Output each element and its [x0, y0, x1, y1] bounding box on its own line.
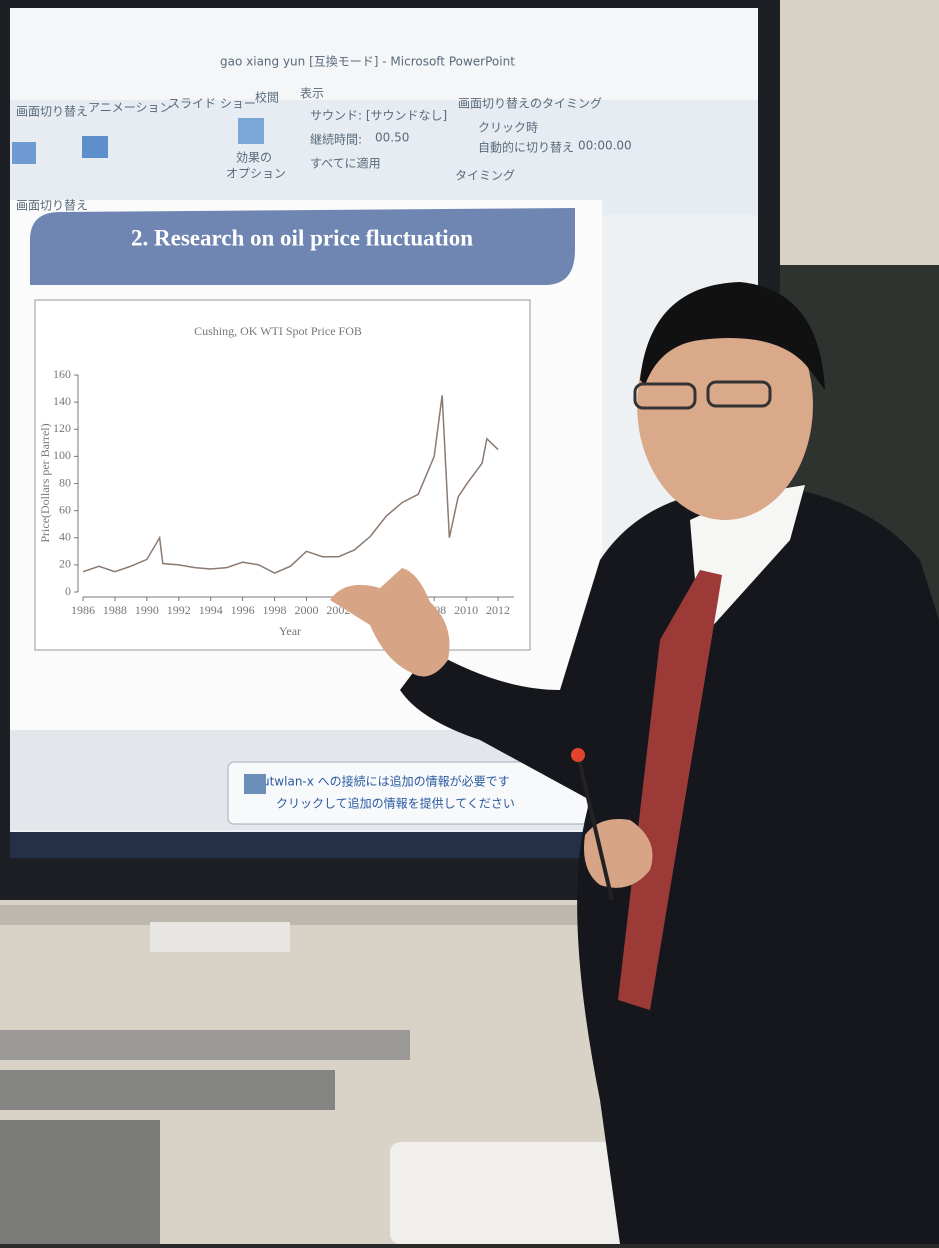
x-tick-label: 2000 — [294, 603, 318, 617]
chart-title: Cushing, OK WTI Spot Price FOB — [194, 324, 362, 338]
tie — [618, 570, 722, 1010]
tab: 画面切り替え — [16, 105, 88, 119]
x-tick-label: 2010 — [454, 603, 478, 617]
hair — [640, 282, 825, 390]
notification-text: クリックして追加の情報を提供してください — [276, 796, 515, 811]
y-tick-label: 40 — [59, 530, 71, 544]
ribbon-label: 自動的に切り替え — [478, 140, 574, 155]
x-axis-label: Year — [279, 624, 301, 638]
icon — [238, 118, 264, 144]
pointer — [576, 754, 614, 901]
y-tick-label: 0 — [65, 584, 71, 598]
ribbon — [10, 100, 758, 215]
title-bar — [10, 8, 758, 100]
pointer-tip — [571, 748, 585, 762]
price-line — [82, 395, 499, 574]
notification — [227, 761, 589, 825]
ribbon-group: タイミング — [455, 169, 515, 183]
ribbon-label: 継続時間: — [310, 132, 362, 147]
window-title: gao xiang yun [互換モード] - Microsoft PowerP… — [220, 55, 515, 69]
desk — [0, 1030, 410, 1060]
desk — [0, 1120, 160, 1244]
y-tick-label: 60 — [59, 502, 71, 516]
chart-frame — [34, 299, 531, 651]
y-tick-label: 160 — [53, 367, 71, 381]
icon — [12, 142, 36, 164]
tab: 校閲 — [255, 90, 279, 105]
y-tick-label: 120 — [53, 421, 71, 435]
shirt — [690, 485, 805, 640]
notification-text: utwlan-x への接続には追加の情報が必要です — [262, 774, 510, 789]
x-tick-label: 1994 — [199, 603, 223, 617]
ribbon-group: 画面切り替え — [16, 199, 88, 213]
tab: 表示 — [300, 87, 324, 101]
ribbon-label: クリック時 — [478, 121, 538, 135]
glasses — [633, 382, 697, 410]
tab: スライド ショー — [168, 97, 256, 111]
glasses — [706, 380, 772, 408]
slide-banner — [30, 208, 575, 285]
x-tick-label: 1996 — [231, 603, 255, 617]
x-tick-label: 2012 — [486, 603, 510, 617]
desk — [0, 1070, 335, 1110]
ribbon-value: 00:00.00 — [578, 139, 632, 153]
ribbon-label: すべてに適用 — [310, 156, 381, 171]
ribbon-label: 画面切り替えのタイミング — [458, 97, 602, 111]
hand — [584, 819, 653, 888]
x-tick-label: 1988 — [103, 603, 127, 617]
ribbon-label: オプション — [226, 167, 286, 181]
y-tick-label: 20 — [59, 557, 71, 571]
x-tick-label: 1990 — [135, 603, 159, 617]
device — [150, 922, 290, 952]
slide-title: 2. Research on oil price fluctuation — [131, 225, 473, 250]
y-tick-label: 100 — [53, 448, 71, 462]
ribbon-label: 効果の — [236, 150, 272, 165]
x-tick-label: 1986 — [71, 603, 95, 617]
y-tick-label: 140 — [53, 394, 71, 408]
network-icon — [244, 774, 266, 794]
x-tick-label: 1992 — [167, 603, 191, 617]
x-tick-label: 1998 — [263, 603, 287, 617]
tab: アニメーション — [88, 101, 172, 115]
icon — [82, 136, 108, 158]
presenter — [330, 282, 939, 1244]
ribbon-label: サウンド: [サウンドなし] — [310, 109, 447, 123]
y-tick-label: 80 — [59, 475, 71, 489]
y-axis-label: Price(Dollars per Barrel) — [38, 423, 52, 542]
hand — [330, 568, 450, 677]
ribbon-value: 00.50 — [375, 131, 409, 145]
